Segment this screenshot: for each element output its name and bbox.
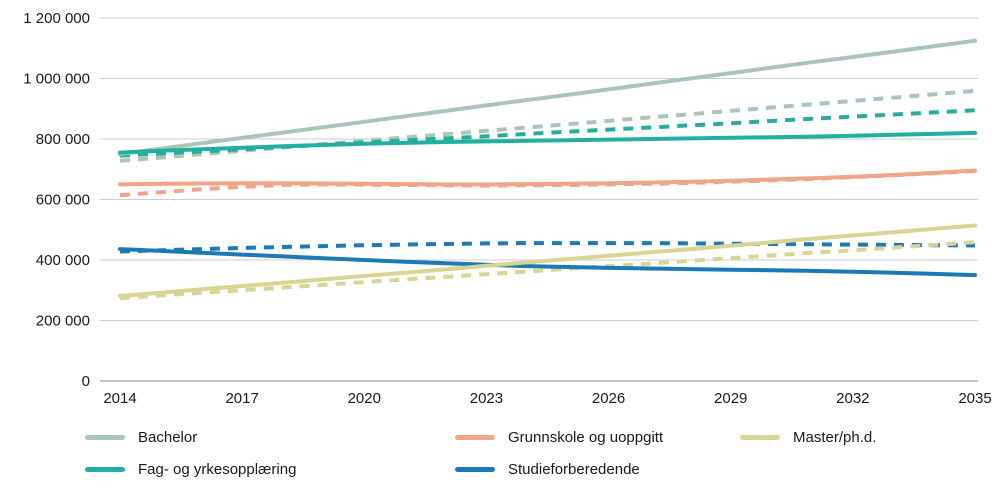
legend-label: Studieforberedende	[508, 460, 640, 478]
x-tick-label: 2014	[103, 390, 136, 407]
legend-swatch-master-phd	[740, 434, 780, 440]
y-tick-label: 800 000	[36, 131, 90, 148]
series-line-master-phd-solid	[118, 223, 977, 298]
x-tick-label: 2029	[714, 390, 747, 407]
y-tick-label: 600 000	[36, 192, 90, 209]
x-tick-label: 2035	[958, 390, 991, 407]
legend-item-bachelor: Bachelor	[85, 426, 455, 448]
legend-label: Bachelor	[138, 428, 198, 446]
chart-canvas: 0 200 000 400 000 600 000 800 000 1 000 000 1 …	[23, 10, 991, 407]
legend-item-grunnskole-og-uoppgitt: Grunnskole og uoppgitt	[455, 426, 740, 448]
legend-swatch-studieforberedende	[455, 466, 495, 472]
series-line-bachelor-solid	[118, 38, 977, 157]
legend-item-master-phd: Master/ph.d.	[740, 426, 1000, 448]
y-tick-label: 1 000 000	[23, 71, 90, 88]
x-tick-label: 2026	[592, 390, 625, 407]
legend-item-fag-og-yrkesopplaering: Fag- og yrkesopplæring	[85, 458, 455, 480]
legend-swatch-fag-og-yrkesopplaering	[85, 466, 125, 472]
legend-item-studieforberedende: Studieforberedende	[455, 458, 740, 480]
chart-legend: Bachelor Grunnskole og uoppgitt Master/ph.…	[0, 426, 1000, 480]
series-line-grunnskole-og-uoppgitt-solid	[118, 168, 977, 187]
legend-swatch-grunnskole-og-uoppgitt	[455, 434, 495, 440]
legend-swatch-bachelor	[85, 434, 125, 440]
series-line-fag-og-yrkesopplaering-solid	[118, 130, 977, 155]
y-tick-label: 0	[82, 373, 90, 390]
x-tick-label: 2020	[348, 390, 381, 407]
x-tick-label: 2032	[836, 390, 869, 407]
y-tick-label: 1 200 000	[23, 10, 90, 27]
x-tick-label: 2023	[470, 390, 503, 407]
y-tick-label: 400 000	[36, 252, 90, 269]
series-line-studieforberedende-solid	[118, 247, 977, 278]
x-tick-label: 2017	[225, 390, 258, 407]
legend-label: Fag- og yrkesopplæring	[138, 460, 297, 478]
y-tick-label: 200 000	[36, 313, 90, 330]
legend-label: Grunnskole og uoppgitt	[508, 428, 664, 446]
legend-label: Master/ph.d.	[793, 428, 877, 446]
